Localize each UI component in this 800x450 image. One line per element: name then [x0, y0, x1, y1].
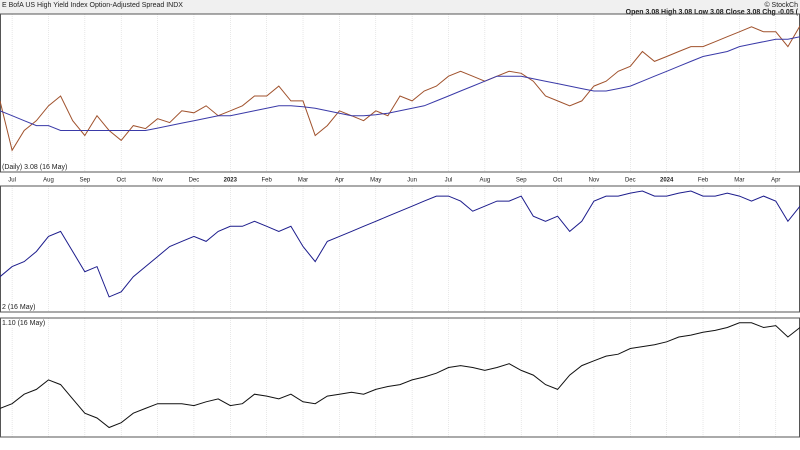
panel-label: 1.10 (16 May)	[2, 320, 45, 327]
x-tick-label: 2024	[660, 178, 674, 184]
credit: © StockCh	[764, 1, 798, 9]
x-tick-label: Aug	[43, 178, 54, 184]
panel-label-bg	[1, 163, 69, 172]
panel-label-bg	[1, 319, 47, 328]
x-tick-label: Apr	[335, 178, 344, 184]
x-tick-label: Nov	[589, 178, 600, 184]
x-tick-label: Apr	[771, 178, 780, 184]
x-tick-label: Aug	[480, 178, 491, 184]
chart-title: E BofA US High Yield Index Option-Adjust…	[2, 2, 183, 9]
x-tick-label: Feb	[698, 178, 709, 184]
x-tick-label: Oct	[117, 178, 127, 184]
x-tick-label: Oct	[553, 178, 563, 184]
series-line	[0, 36, 800, 131]
quote: Open 3.08 High 3.08 Low 3.08 Close 3.08 …	[626, 9, 799, 16]
x-tick-label: Dec	[625, 178, 636, 184]
panel-label-bg	[1, 303, 37, 312]
series-line	[0, 190, 800, 298]
x-tick-label: May	[370, 178, 381, 184]
x-tick-label: Feb	[261, 178, 272, 184]
x-tick-label: Sep	[80, 178, 91, 184]
x-tick-label: Dec	[189, 178, 200, 184]
series-line	[0, 25, 800, 152]
x-tick-label: Jul	[8, 178, 16, 184]
x-tick-label: 2023	[224, 178, 238, 184]
series-line	[0, 322, 800, 429]
panel-label: 2 (16 May)	[2, 304, 35, 311]
x-tick-label: Sep	[516, 178, 527, 184]
x-tick-label: Mar	[734, 178, 744, 184]
x-tick-label: Jul	[445, 178, 453, 184]
panel-label: (Daily) 3.08 (16 May)	[2, 164, 67, 171]
x-tick-label: Mar	[298, 178, 308, 184]
x-tick-label: Nov	[152, 178, 163, 184]
header-strip	[0, 0, 800, 14]
x-tick-label: Jun	[407, 178, 417, 184]
